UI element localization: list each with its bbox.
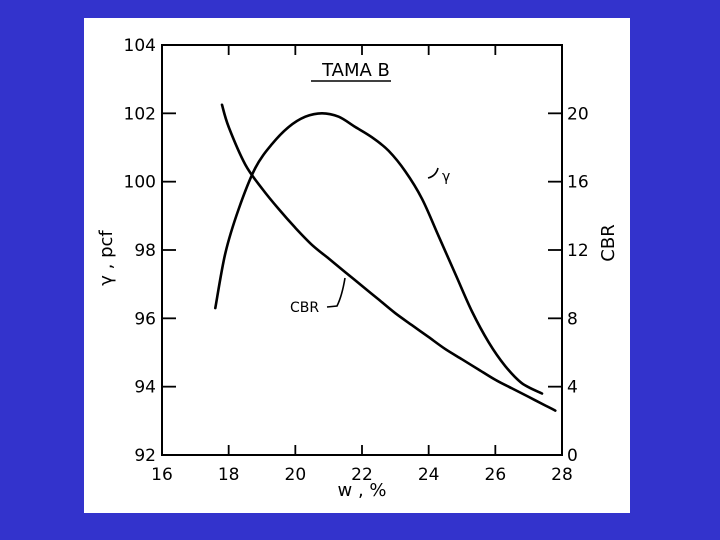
series-line-cbr bbox=[220, 103, 557, 412]
y-tick-label: 96 bbox=[134, 309, 156, 329]
gamma-series-label: γ bbox=[442, 169, 450, 185]
y-tick-label: 104 bbox=[124, 36, 156, 56]
y-tick-label: 102 bbox=[124, 104, 156, 124]
y2-tick-label: 16 bbox=[567, 173, 589, 193]
y-axis-label: γ , pcf bbox=[96, 230, 117, 286]
y2-tick-label: 0 bbox=[567, 446, 578, 466]
x-tick-label: 18 bbox=[218, 465, 240, 485]
chart-title: TAMA B bbox=[321, 60, 390, 81]
y2-tick-label: 20 bbox=[567, 104, 589, 124]
y2-axis-label: CBR bbox=[598, 224, 619, 261]
y-ticks: 92 94 96 98 100 102 104 bbox=[124, 36, 176, 466]
x-ticks: 16 18 20 22 24 26 28 bbox=[151, 45, 573, 485]
y2-tick-label: 12 bbox=[567, 241, 589, 261]
y2-tick-label: 8 bbox=[567, 309, 578, 329]
x-tick-label: 16 bbox=[151, 465, 173, 485]
gamma-label-leader bbox=[427, 167, 439, 179]
cbr-series-label: CBR bbox=[290, 300, 319, 316]
slide-panel: 16 18 20 22 24 26 28 92 94 96 98 100 102 104 0 4 8 12 16… bbox=[84, 18, 630, 513]
y-tick-label: 92 bbox=[134, 446, 156, 466]
y2-tick-label: 4 bbox=[567, 378, 578, 398]
x-tick-label: 22 bbox=[351, 465, 373, 485]
x-tick-label: 26 bbox=[485, 465, 507, 485]
y-tick-label: 98 bbox=[134, 241, 156, 261]
series-line-gamma bbox=[214, 112, 544, 395]
y-tick-label: 100 bbox=[124, 173, 156, 193]
x-axis-label: w , % bbox=[338, 480, 387, 501]
x-tick-label: 24 bbox=[418, 465, 440, 485]
cbr-label-leader bbox=[326, 277, 346, 308]
y2-ticks: 0 4 8 12 16 20 bbox=[548, 104, 589, 466]
x-tick-label: 28 bbox=[551, 465, 573, 485]
y-tick-label: 94 bbox=[134, 378, 156, 398]
x-tick-label: 20 bbox=[285, 465, 307, 485]
